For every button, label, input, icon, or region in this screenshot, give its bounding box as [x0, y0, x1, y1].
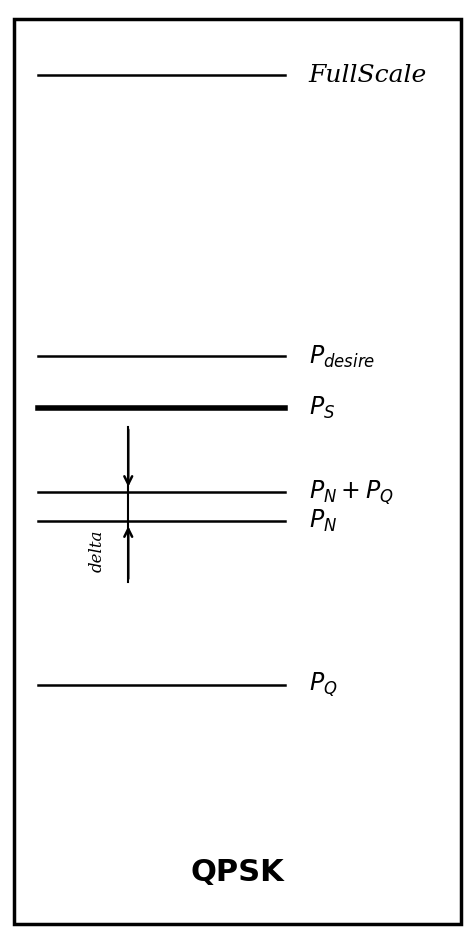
Text: $P_S$: $P_S$: [309, 395, 335, 421]
Text: $P_{desire}$: $P_{desire}$: [309, 343, 375, 370]
Text: FullScale: FullScale: [309, 64, 427, 86]
Text: $P_N + P_Q$: $P_N + P_Q$: [309, 478, 394, 507]
Text: delta: delta: [89, 529, 106, 572]
Text: $P_N$: $P_N$: [309, 507, 337, 534]
Text: QPSK: QPSK: [190, 858, 285, 886]
Text: $P_Q$: $P_Q$: [309, 671, 337, 699]
